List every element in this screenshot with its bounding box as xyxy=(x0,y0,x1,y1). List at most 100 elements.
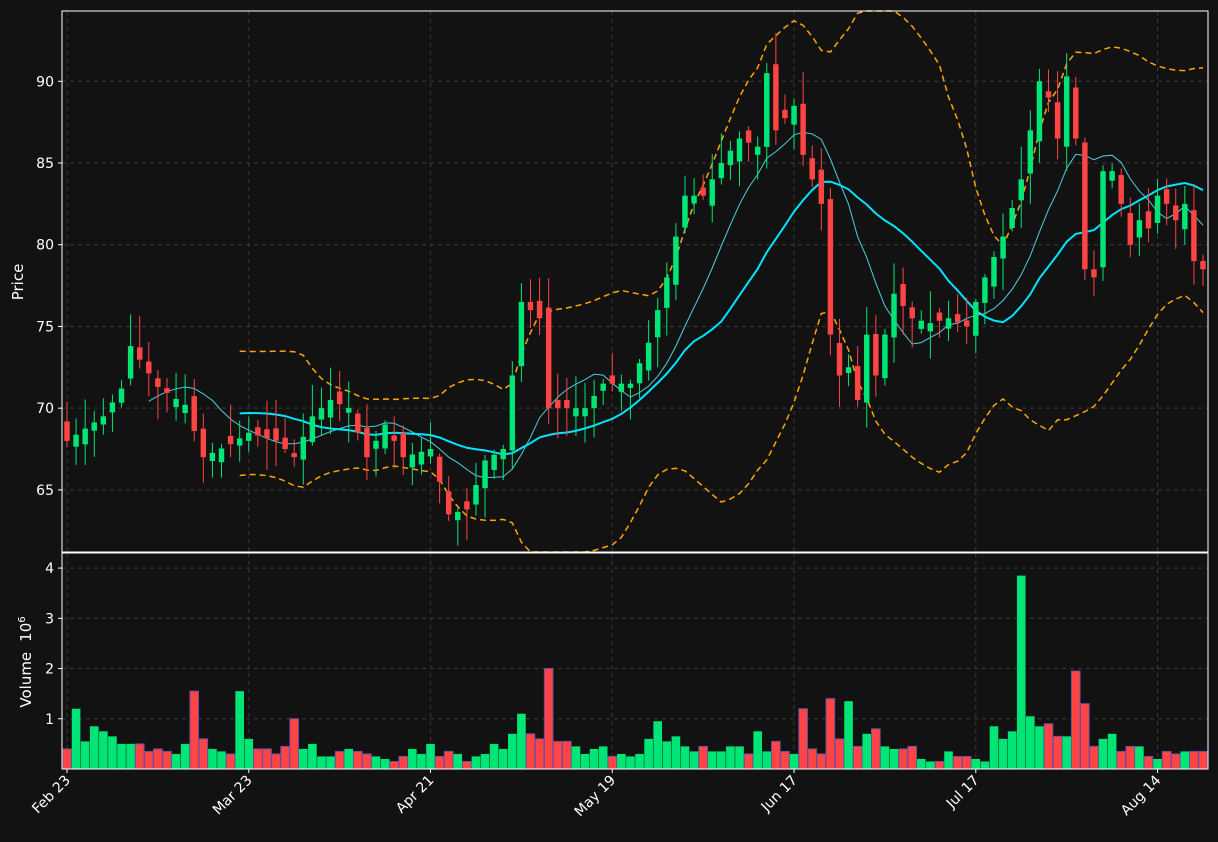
candle-body xyxy=(691,195,697,204)
candle-body xyxy=(973,301,979,336)
candle-body xyxy=(246,432,252,441)
volume-bar xyxy=(671,736,681,769)
candle-body xyxy=(1191,210,1197,262)
volume-bar xyxy=(408,748,417,769)
x-tick-label: Feb 23 xyxy=(29,773,74,818)
candle-body xyxy=(1045,91,1052,98)
bollinger-bands xyxy=(239,10,1204,553)
candle-body xyxy=(673,236,679,285)
candle-body xyxy=(218,448,225,463)
volume-bar xyxy=(889,748,899,769)
volume-bar xyxy=(462,760,472,770)
candle-body xyxy=(727,150,734,166)
volume-bar xyxy=(280,745,290,770)
x-tick-label: Aug 14 xyxy=(1118,772,1164,818)
candle-body xyxy=(754,146,761,155)
candle-body xyxy=(918,320,924,329)
volume-bar xyxy=(180,743,190,769)
volume-bar xyxy=(208,748,217,769)
candle-body xyxy=(173,398,179,408)
candle-body xyxy=(182,404,188,414)
volume-bar xyxy=(198,738,209,770)
volume-bar xyxy=(825,698,836,770)
candle-body xyxy=(418,451,425,465)
candle-body xyxy=(382,424,388,449)
volume-bar xyxy=(1026,716,1035,769)
candle-body xyxy=(518,301,525,367)
volume-bar xyxy=(571,746,581,769)
candle-body xyxy=(1054,102,1061,139)
volume-bar xyxy=(1062,736,1071,769)
volume-bar xyxy=(99,731,108,769)
candle-body xyxy=(627,383,634,388)
volume-bar xyxy=(398,755,409,770)
candle-body xyxy=(473,484,479,505)
candle-body xyxy=(773,64,779,131)
candle-body xyxy=(400,433,406,458)
x-axis-ticks: Feb 23 Mar 23 Apr 21 May 19 Jun 17 Jul 17 Aug … xyxy=(29,769,1164,820)
candle-body xyxy=(282,437,288,450)
volume-bar xyxy=(417,753,426,769)
volume-bar xyxy=(1189,750,1199,770)
candle-body xyxy=(1173,205,1179,221)
price-y-ticks: 65 70 75 80 85 90 xyxy=(36,74,62,499)
candle-body xyxy=(1018,179,1024,201)
volume-bar xyxy=(871,728,881,770)
candle-body xyxy=(709,179,715,206)
volume-bar xyxy=(326,756,335,769)
candle-body xyxy=(564,399,570,409)
candle-body xyxy=(809,158,815,180)
candle-body xyxy=(1100,171,1106,268)
candle-body xyxy=(491,454,497,471)
candle-body xyxy=(1036,81,1043,142)
volume-bar xyxy=(898,748,908,770)
volume-bar xyxy=(244,738,254,769)
candle-body xyxy=(527,301,534,311)
candle-body xyxy=(100,416,107,425)
volume-bar xyxy=(1135,746,1144,769)
candle-body xyxy=(1009,207,1015,228)
volume-bar xyxy=(371,756,381,769)
candle-body xyxy=(1163,189,1170,204)
volume-bar xyxy=(89,726,99,769)
volume-bar xyxy=(880,746,890,769)
volume-bar xyxy=(443,750,454,770)
volume-bar xyxy=(108,736,117,769)
candle-body xyxy=(609,375,616,384)
candle-body xyxy=(373,440,379,449)
candle-body xyxy=(718,163,725,179)
volume-bar xyxy=(389,760,399,770)
volume-bar xyxy=(743,753,754,770)
candle-body xyxy=(127,346,134,379)
candle-body xyxy=(264,429,270,439)
bollinger-upper-line xyxy=(239,10,1204,401)
candle-body xyxy=(1109,171,1115,181)
candle-body xyxy=(536,300,543,319)
volume-bar xyxy=(162,750,172,770)
volume-bar xyxy=(1007,731,1017,769)
candle-body xyxy=(636,363,643,384)
volume-bar xyxy=(126,743,135,769)
candle-body xyxy=(1118,175,1124,204)
volume-y-ticks: 1 2 3 4 xyxy=(45,561,62,728)
volume-bar xyxy=(562,740,572,770)
volume-bar xyxy=(971,758,981,769)
volume-bar xyxy=(334,750,345,770)
candle-body xyxy=(227,435,234,445)
volume-bar xyxy=(961,755,972,770)
candle-body xyxy=(336,391,343,405)
volume-bar xyxy=(762,751,772,769)
candle-body xyxy=(582,408,588,417)
volume-bar xyxy=(143,750,154,770)
candle-body xyxy=(109,402,116,413)
volume-bar xyxy=(298,748,308,769)
volume-bar xyxy=(707,751,717,769)
candle-body xyxy=(891,293,897,338)
candle-body xyxy=(73,434,79,447)
price-tick-label: 65 xyxy=(36,483,54,499)
volume-bar xyxy=(1016,575,1026,769)
price-panel: 65 70 75 80 85 90 Price xyxy=(9,10,1209,553)
candles xyxy=(64,33,1206,546)
volume-bar xyxy=(543,668,554,770)
